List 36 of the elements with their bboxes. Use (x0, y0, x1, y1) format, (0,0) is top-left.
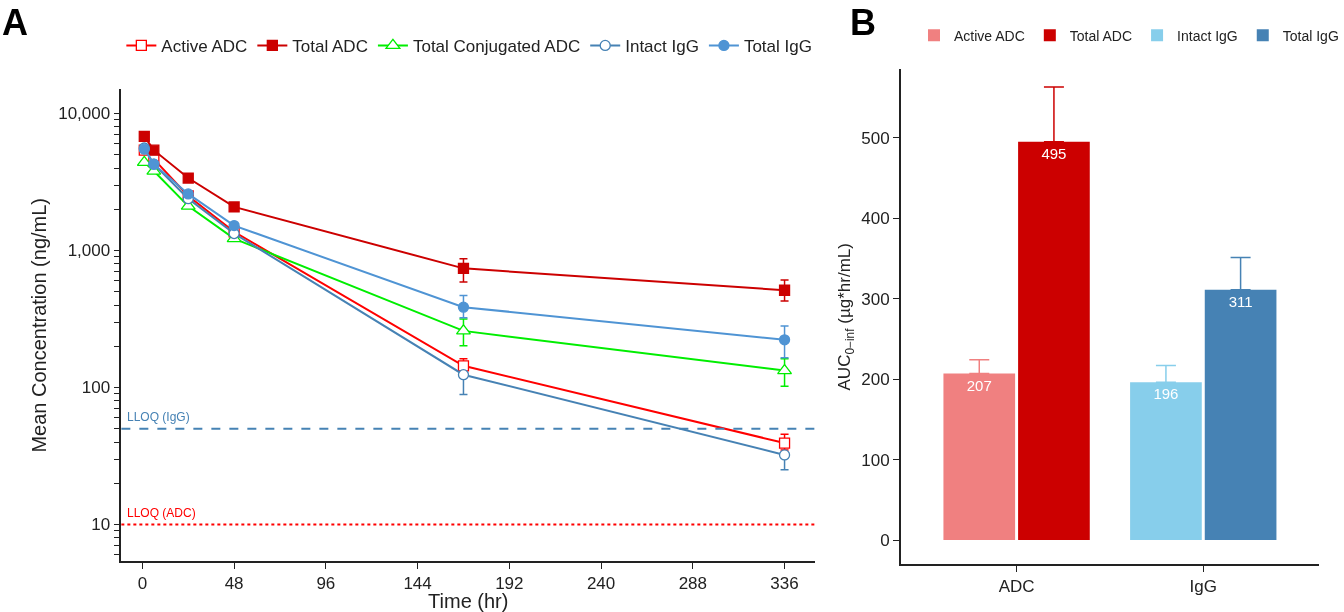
y-axis-title: Mean Concentration (ng/mL) (28, 197, 51, 453)
legend-label: Total IgG (1282, 27, 1339, 44)
y-tick-label: 100 (81, 378, 111, 398)
x-tick-label: 0 (137, 574, 148, 594)
x-tick-label: ADC (998, 577, 1035, 597)
y-tick-label: 200 (861, 370, 890, 390)
ref-line-label: LLOQ (ADC) (127, 506, 196, 520)
x-tick-label: 96 (316, 574, 336, 594)
y-tick-label: 0 (880, 531, 890, 551)
x-tick-label: 240 (586, 574, 616, 594)
y-tick-label: 10 (91, 515, 111, 535)
data-label: 207 (966, 376, 992, 394)
legend-label: Active ADC (161, 37, 248, 57)
legend-label: Active ADC (954, 27, 1025, 44)
y-tick-label: 500 (861, 128, 890, 148)
data-label: 495 (1041, 144, 1067, 162)
y-tick-label: 1,000 (67, 241, 111, 261)
x-tick-label: 336 (770, 574, 799, 594)
chart-title: B (850, 2, 876, 43)
legend-label: Total ADC (1069, 27, 1133, 44)
y-tick-label: 400 (861, 209, 890, 229)
legend-label: Intact IgG (1177, 27, 1238, 44)
legend-label: Total ADC (292, 37, 368, 57)
y-tick-label: 300 (861, 289, 890, 309)
y-tick-label: 100 (861, 450, 890, 470)
x-tick-label: 288 (678, 574, 708, 594)
x-tick-label: IgG (1189, 577, 1217, 597)
y-tick-label: 10,000 (58, 104, 111, 124)
legend-label: Total Conjugated ADC (412, 37, 581, 57)
x-tick-label: 48 (224, 574, 244, 594)
ref-line-label: LLOQ (IgG) (127, 410, 190, 424)
data-label: 196 (1153, 385, 1179, 403)
data-label: 311 (1228, 292, 1253, 310)
chart-title: A (2, 2, 28, 43)
legend-label: Total IgG (743, 37, 812, 57)
legend-label: Intact IgG (625, 37, 699, 57)
